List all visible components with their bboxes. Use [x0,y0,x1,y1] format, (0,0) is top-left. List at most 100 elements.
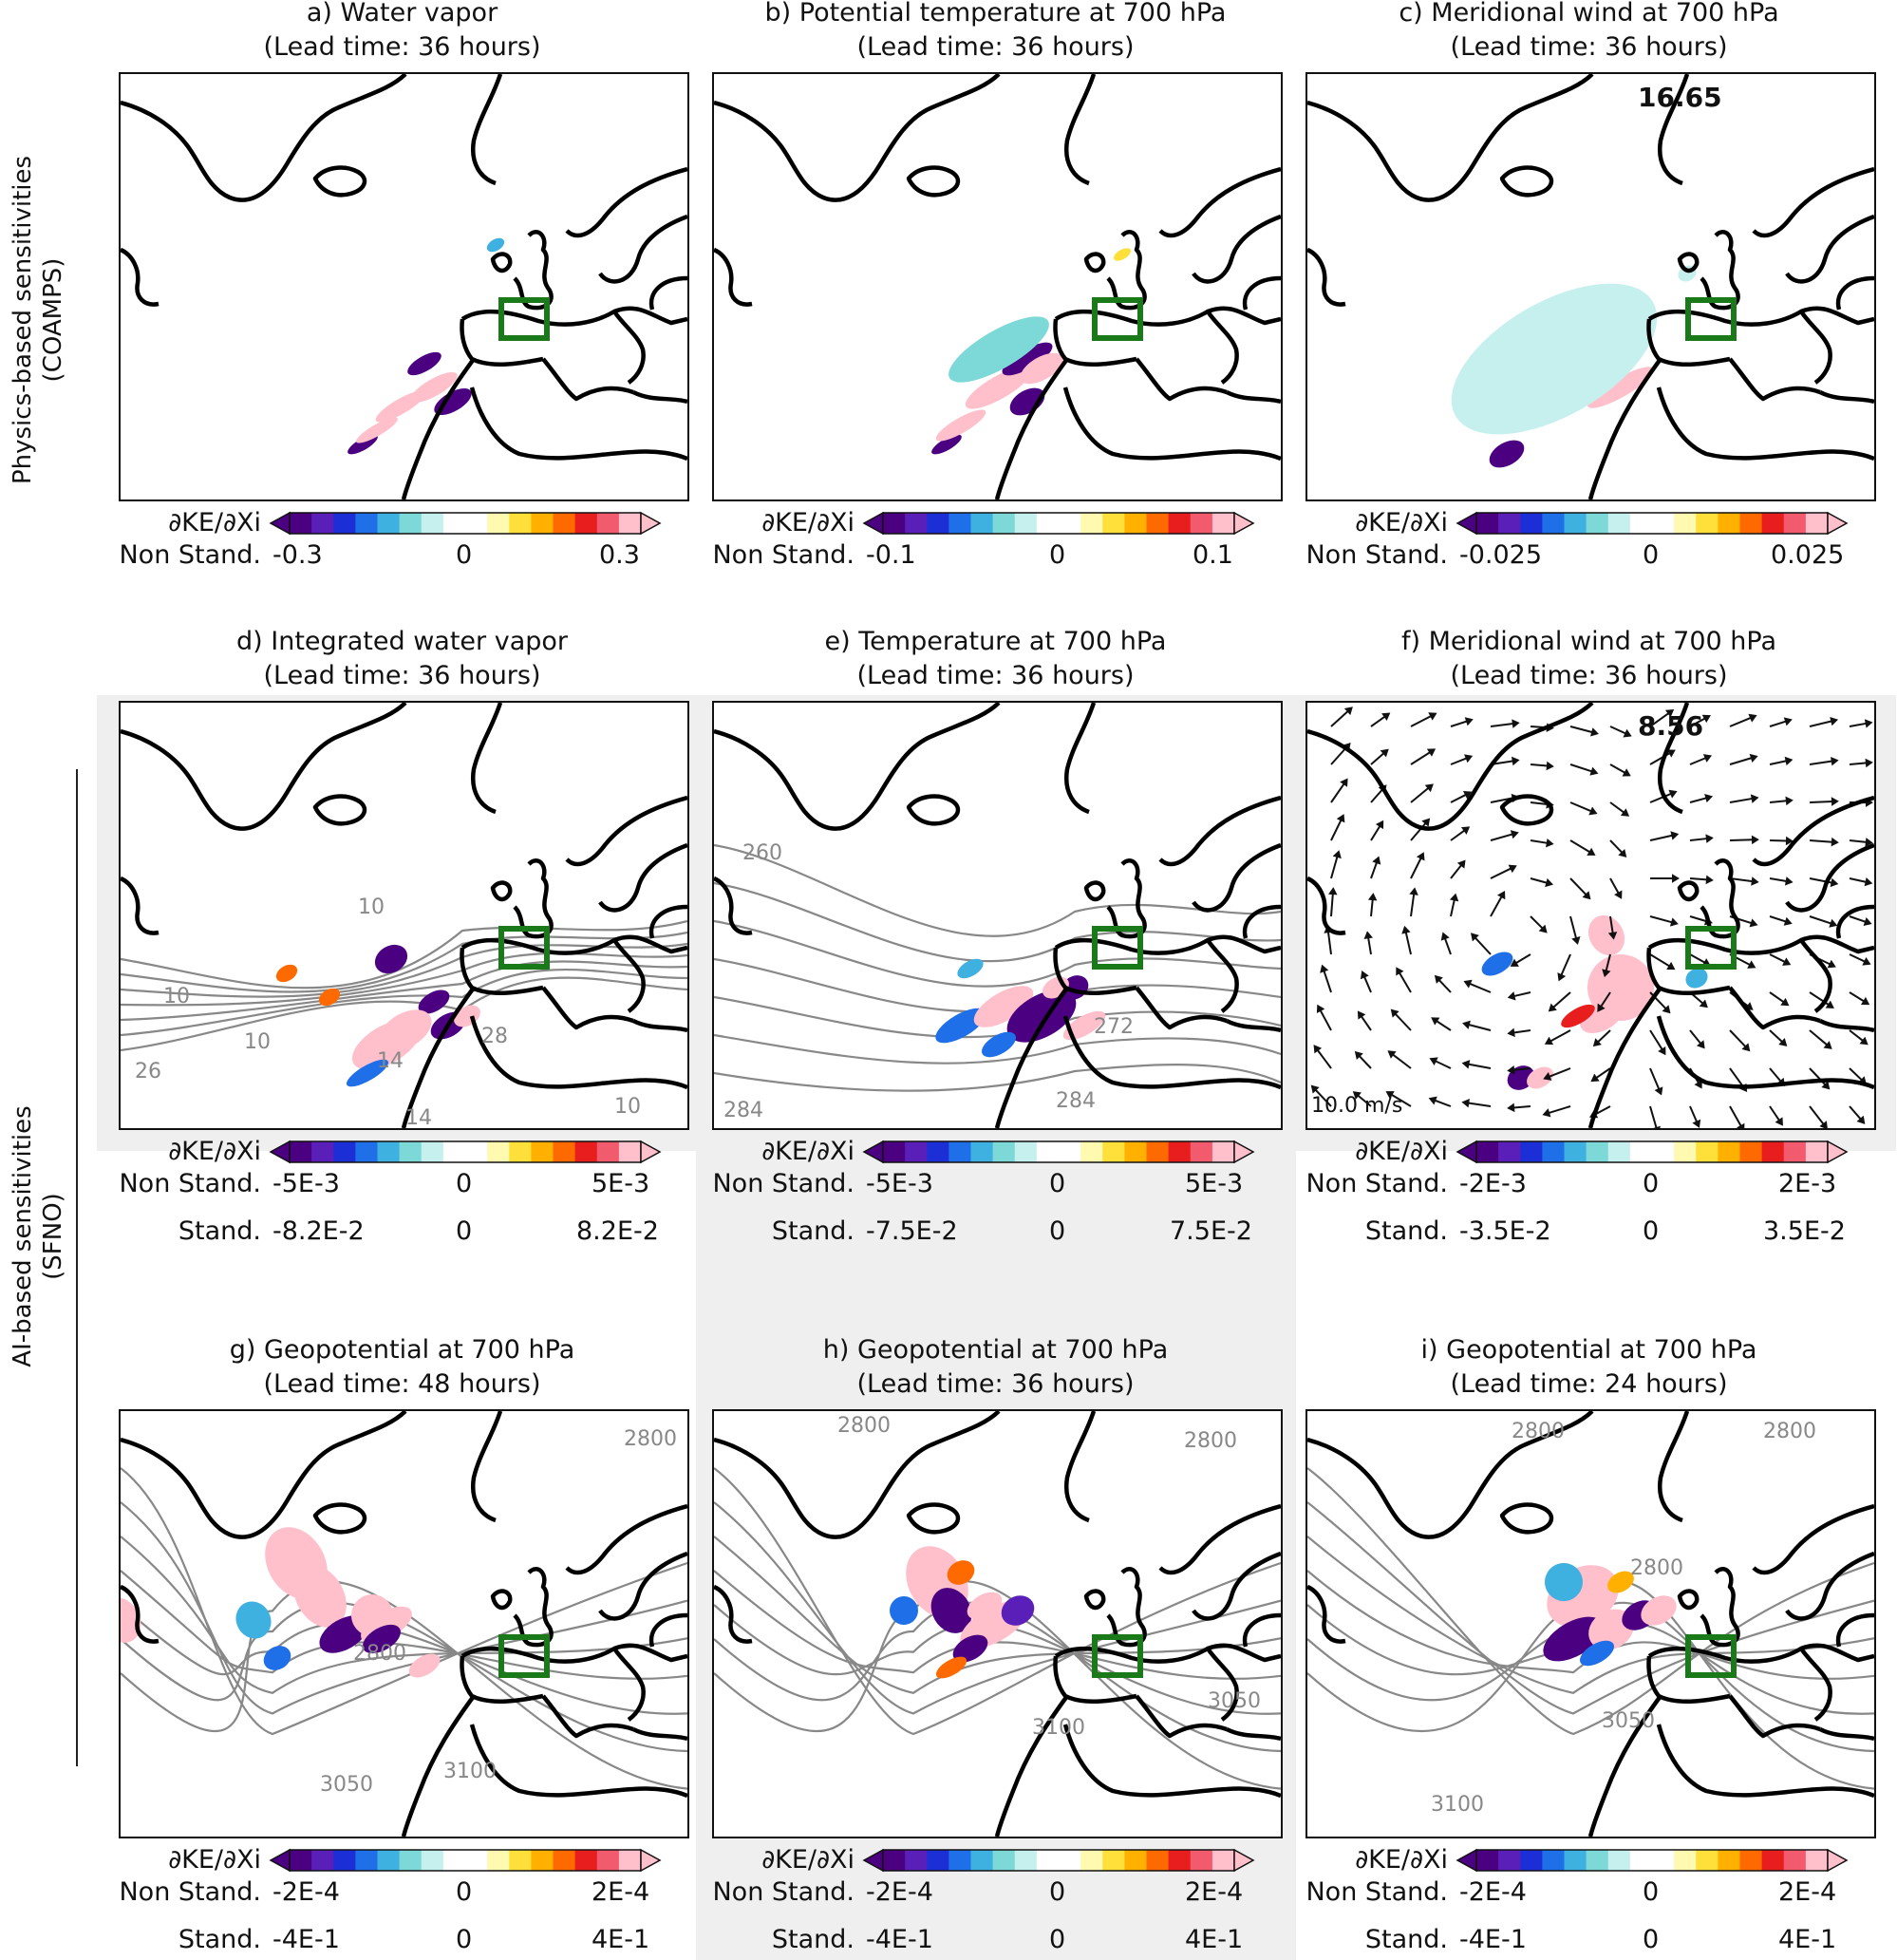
wind-arrow-139 [1850,1068,1862,1080]
wind-arrow-79 [1690,916,1706,921]
wind-arrow-149 [1690,1106,1697,1122]
colorbar-swatch-h-7 [1037,1850,1060,1871]
wind-arrow-144 [1468,1103,1491,1106]
wind-arrowhead-70 [1330,889,1336,894]
colorbar-swatch-h-15 [1212,1850,1235,1871]
coastline-a-2 [315,168,365,196]
wind-arrowhead-13 [1866,721,1870,726]
wind-arrowhead-39 [1787,798,1792,803]
wind-arrow-67 [1770,878,1787,881]
nonstand-tick-e-2: 5E-3 [1185,1170,1243,1198]
colorbar-swatch-e-11 [1124,1141,1147,1162]
colorbar-min-arrow-g [271,1850,290,1871]
colorbar-swatch-f-11 [1718,1141,1740,1162]
wind-arrow-124 [1810,1030,1827,1045]
colorbar-swatch-h-14 [1191,1850,1213,1871]
wind-arrow-31 [1451,795,1466,802]
panel-title-e-main: e) Temperature at 700 hPa [674,625,1317,659]
colorbar-swatch-a-0 [290,513,312,534]
coastline-f-14 [1820,1021,1874,1030]
coastline-i-6 [1680,1592,1697,1608]
colorbar-max-arrow-d [641,1141,660,1162]
coastline-b-1 [714,250,752,305]
wind-arrowhead-86 [1403,928,1409,933]
colorbar-swatch-f-3 [1542,1141,1565,1162]
coastline-a-5 [515,232,552,308]
wind-arrow-125 [1850,1030,1863,1041]
colorbar-min-arrow-i [1457,1850,1476,1871]
wind-arrowhead-37 [1706,795,1712,801]
wind-arrow-25 [1770,761,1787,764]
wind-arrow-54 [1810,840,1832,842]
wind-arrowhead-26 [1831,759,1836,764]
sensitivity-blob-d-8-1 [273,961,301,986]
wind-arrow-75 [1531,916,1543,929]
stand-tick-g-1: 0 [456,1926,472,1954]
wind-arrow-63 [1610,878,1619,894]
coastline-i-2 [1502,1505,1551,1533]
wind-arrowhead-129 [1431,1059,1437,1064]
colorbar-swatch-f-0 [1476,1141,1499,1162]
panel-title-b-main: b) Potential temperature at 700 hPa [674,0,1317,30]
wind-arrowhead-20 [1591,769,1597,775]
wind-arrowhead-43 [1378,821,1382,827]
wind-arrow-74 [1491,896,1502,916]
coastline-g-2 [315,1505,365,1533]
coastline-h-5 [1108,1569,1145,1645]
contour-label-i-3: 3050 [1602,1709,1655,1733]
colorbar-swatch-g-12 [554,1850,576,1871]
stand-tick-d-0: -8.2E-2 [272,1217,365,1246]
wind-arrow-38 [1730,799,1753,802]
colorbar-swatch-f-6 [1608,1141,1631,1162]
coastline-e-12 [1208,940,1237,1011]
coastline-e-14 [1227,1021,1281,1030]
wind-arrowhead-10 [1750,715,1756,721]
colorbar-swatch-e-6 [1015,1141,1038,1162]
wind-arrow-27 [1850,763,1867,764]
colorbar-h [864,1850,1253,1871]
wind-arrow-148 [1650,1106,1657,1128]
wind-arrowhead-55 [1867,839,1871,845]
wind-arrowhead-130 [1463,1062,1468,1067]
wind-arrow-39 [1770,801,1787,802]
coastline-f-5 [1701,860,1738,936]
wind-arrowhead-6 [1591,729,1597,735]
nonstand-tick-g-0: -2E-4 [272,1878,340,1907]
wind-arrow-114 [1396,1014,1411,1030]
panel-title-h-main: h) Geopotential at 700 hPa [674,1333,1317,1367]
nonstand-tick-h-0: -2E-4 [866,1878,933,1907]
coastline-c-11 [1838,278,1874,310]
sensitivity-blob-b-5-1 [932,405,989,446]
panel-title-a-lead: (Lead time: 36 hours) [81,30,723,65]
sensitivity-blob-f-0-1 [1581,909,1631,962]
colorbar-swatch-i-9 [1674,1850,1697,1871]
wind-arrowhead-12 [1831,718,1837,724]
wind-arrow-17 [1451,758,1467,764]
colorbar-swatch-i-3 [1542,1850,1565,1871]
panel-title-i: i) Geopotential at 700 hPa(Lead time: 24… [1268,1333,1897,1402]
nonstand-tick-i-0: -2E-4 [1459,1878,1527,1907]
stand-tick-f-2: 3.5E-2 [1763,1217,1846,1246]
colorbar-swatch-e-12 [1147,1141,1170,1162]
colorbar-svg-b [864,513,1253,534]
colorbar-swatch-a-4 [378,513,401,534]
nonstand-tick-h-1: 0 [1049,1878,1065,1907]
colorbar-g [271,1850,660,1871]
panel-title-d: d) Integrated water vapor(Lead time: 36 … [81,625,723,693]
coastline-c-8 [1649,309,1874,325]
colorbar-swatch-c-15 [1806,513,1829,534]
wind-arrow-61 [1531,878,1547,883]
wind-arrow-72 [1411,894,1414,916]
wind-arrowhead-17 [1466,756,1472,762]
colorbar-swatch-h-0 [883,1850,906,1871]
wind-arrow-3 [1451,721,1467,726]
wind-arrowhead-97 [1864,959,1869,964]
nonstand-tick-a-1: 0 [456,541,472,570]
wind-arrowhead-21 [1624,770,1629,775]
panel-title-c: c) Meridional wind at 700 hPa(Lead time:… [1268,0,1897,65]
colorbar-swatch-f-13 [1762,1141,1785,1162]
colorbar-swatch-f-8 [1652,1141,1675,1162]
panel-title-g-main: g) Geopotential at 700 hPa [81,1333,723,1367]
coastline-d-14 [633,1021,687,1030]
